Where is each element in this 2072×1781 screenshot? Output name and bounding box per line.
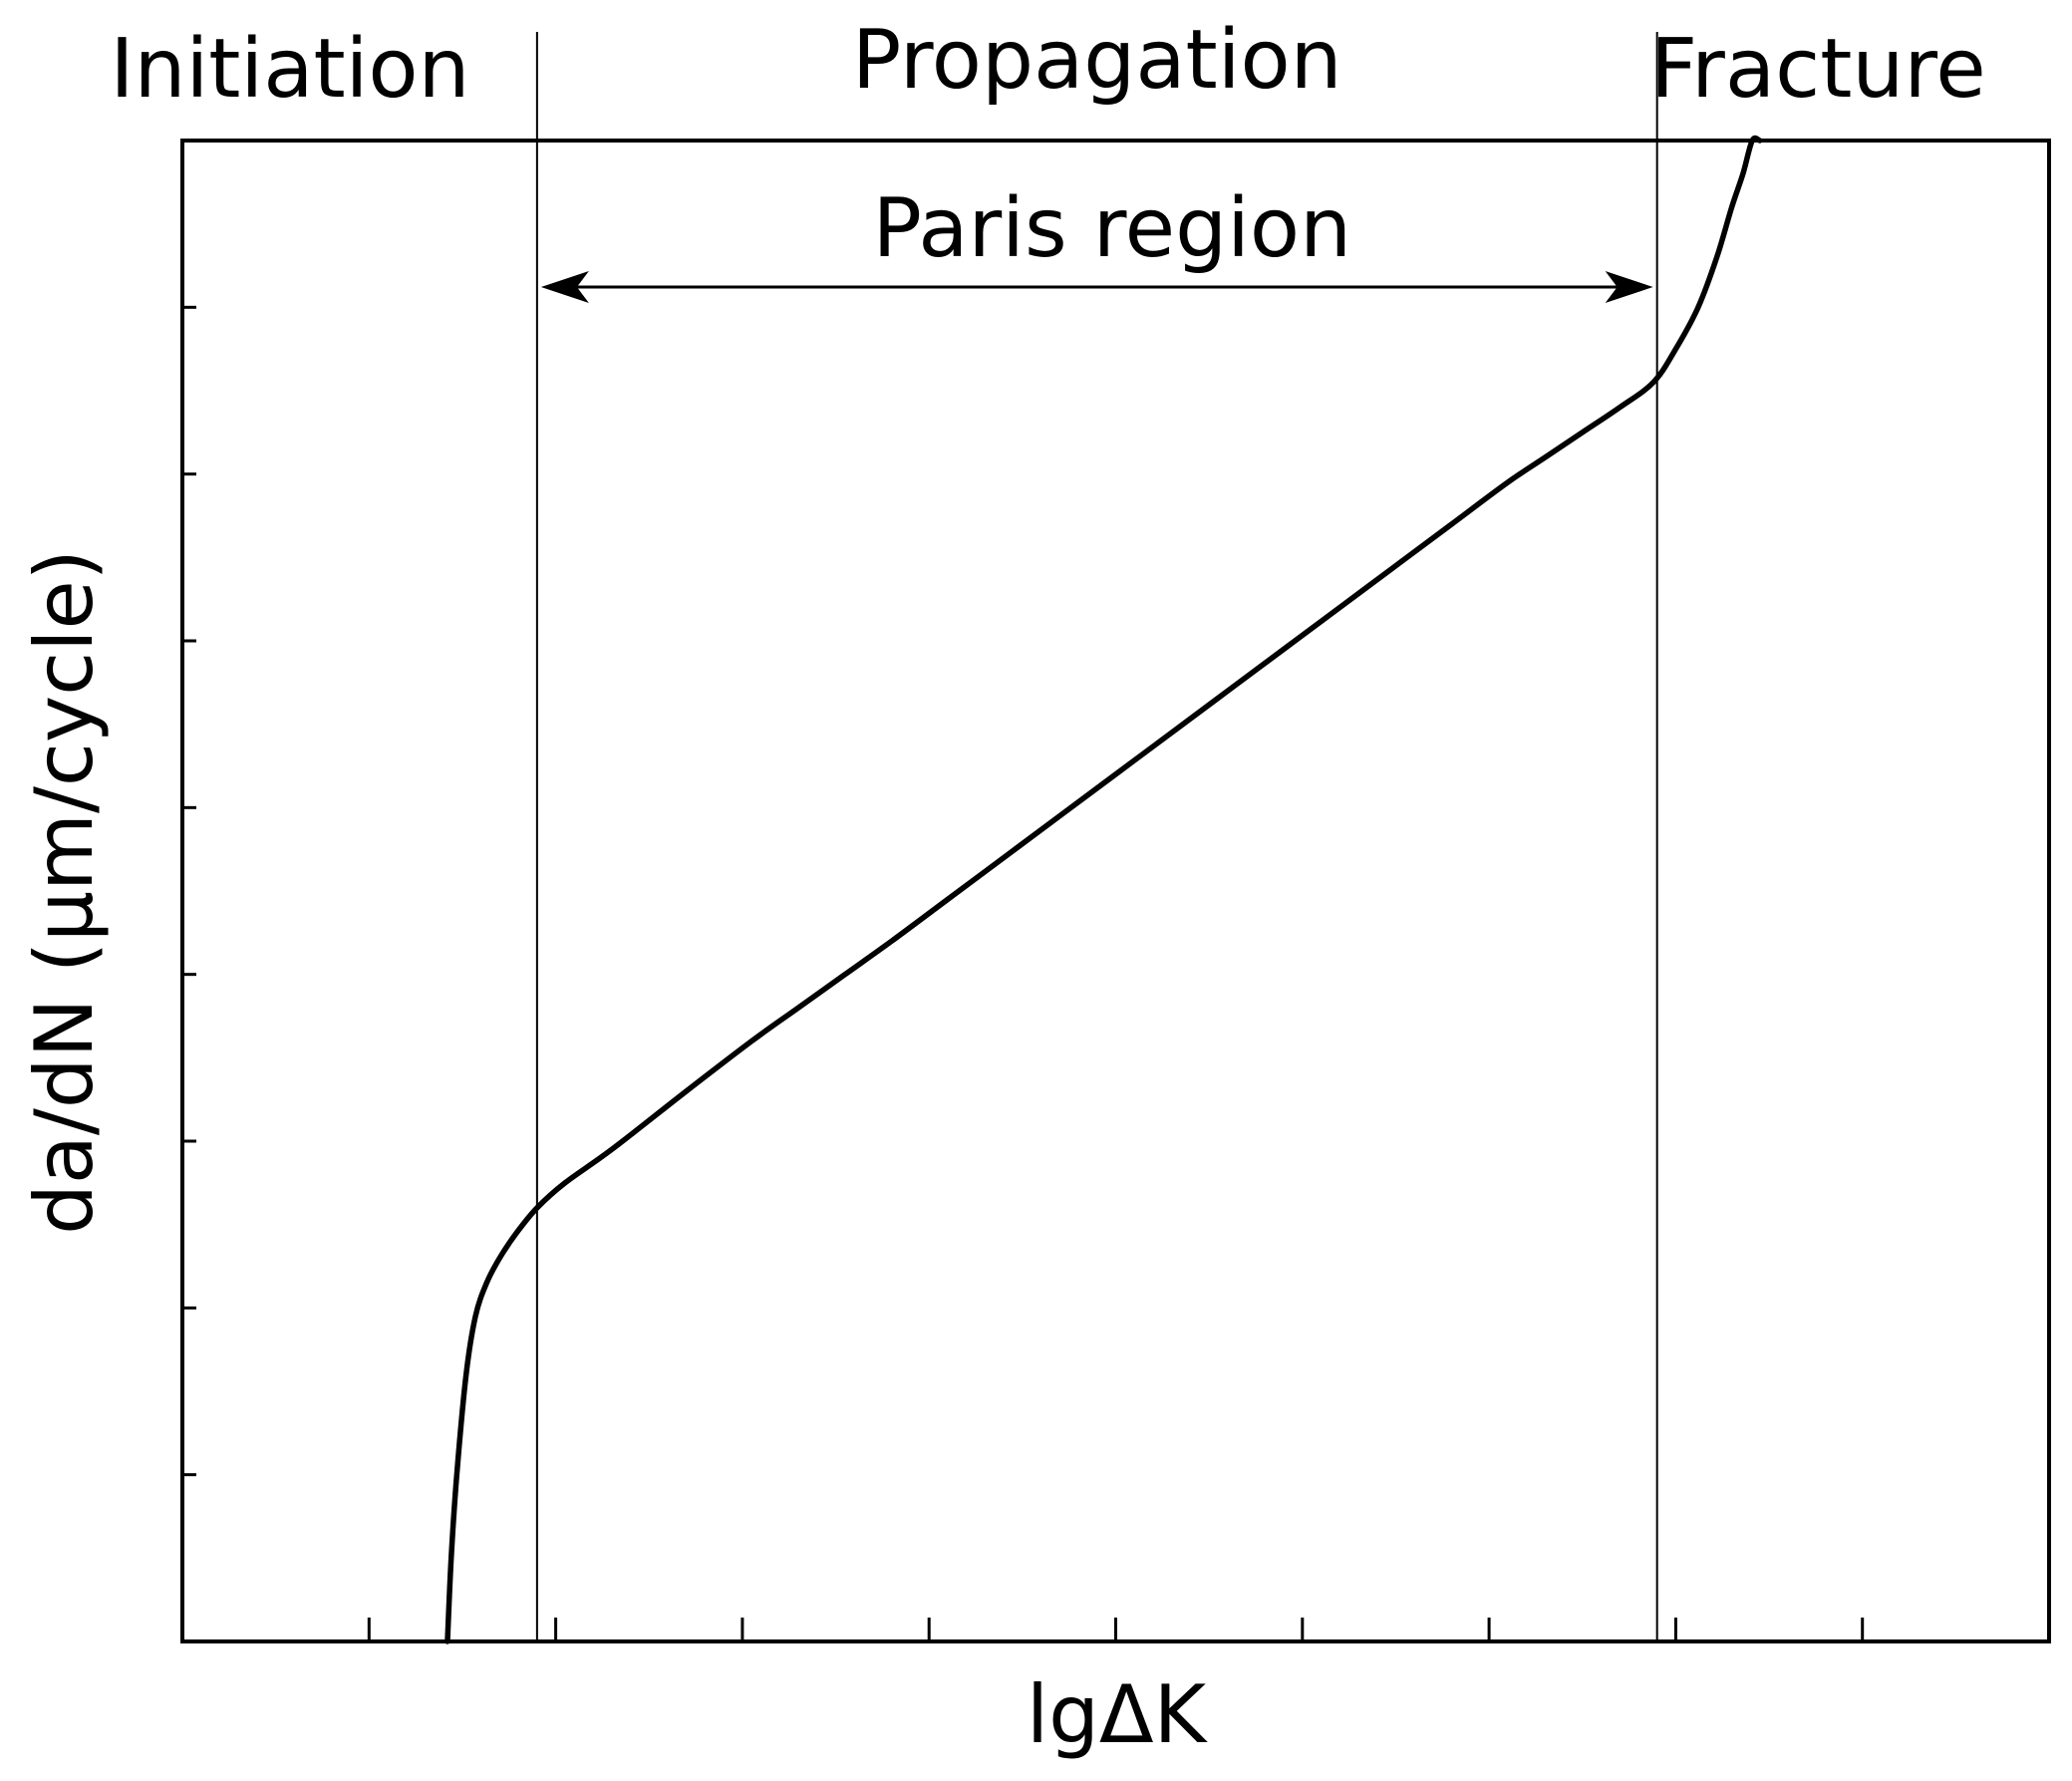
region-label-fracture: Fracture xyxy=(1650,22,1986,117)
y-axis-label: da/dN (μm/cycle) xyxy=(18,549,111,1235)
paris-region-arrow-left xyxy=(540,271,589,303)
region-labels: Initiation Propagation Fracture xyxy=(110,13,1985,117)
paris-region-arrow-right xyxy=(1605,271,1653,303)
crack-growth-curve xyxy=(444,135,1763,1644)
plot-frame xyxy=(180,139,2051,1643)
x-axis-ticks xyxy=(367,1618,1865,1641)
region-label-propagation: Propagation xyxy=(852,13,1342,108)
y-axis-ticks xyxy=(182,305,196,1477)
curve-layer xyxy=(444,135,1763,1644)
paris-region-label: Paris region xyxy=(872,181,1351,276)
region-label-initiation: Initiation xyxy=(110,22,469,117)
paris-region-annotation: Paris region xyxy=(540,181,1653,303)
region-boundaries xyxy=(535,32,1658,1641)
x-axis-label: lgΔK xyxy=(1027,1668,1209,1761)
